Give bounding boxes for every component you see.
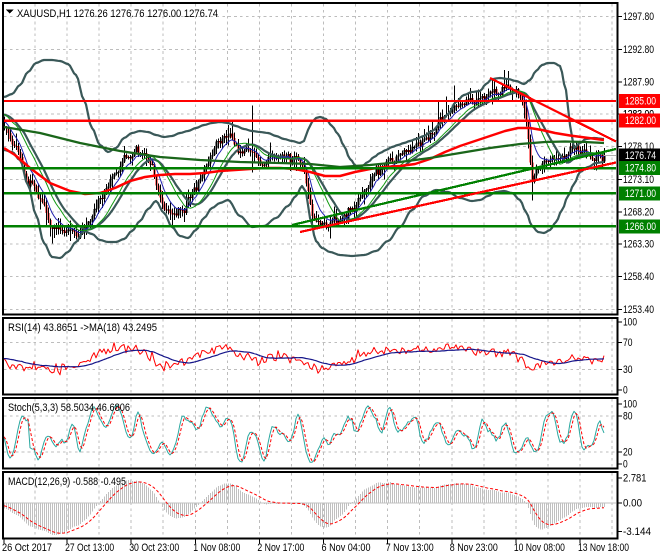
svg-text:1266.00: 1266.00 (625, 221, 656, 233)
svg-text:-3.144: -3.144 (623, 526, 651, 538)
svg-text:1274.80: 1274.80 (625, 163, 656, 175)
svg-text:1 Nov 08:00: 1 Nov 08:00 (193, 542, 240, 554)
svg-text:1271.00: 1271.00 (625, 188, 656, 200)
svg-text:1287.90: 1287.90 (623, 76, 654, 88)
svg-text:26 Oct 2017: 26 Oct 2017 (2, 542, 52, 554)
svg-text:1253.40: 1253.40 (623, 304, 654, 316)
svg-text:MACD(12,26,9) -0.588 -0.495: MACD(12,26,9) -0.588 -0.495 (8, 476, 126, 488)
svg-text:70: 70 (623, 337, 633, 349)
svg-text:1258.40: 1258.40 (623, 271, 654, 283)
svg-text:27 Oct 13:00: 27 Oct 13:00 (65, 542, 114, 554)
svg-text:13 Nov 18:00: 13 Nov 18:00 (578, 542, 629, 554)
svg-text:10 Nov 08:00: 10 Nov 08:00 (514, 542, 565, 554)
svg-text:2 Nov 17:00: 2 Nov 17:00 (257, 542, 304, 554)
svg-text:100: 100 (623, 317, 637, 329)
svg-text:Stoch(5,3,3) 58.5034 46.6806: Stoch(5,3,3) 58.5034 46.6806 (8, 402, 130, 414)
svg-text:1285.00: 1285.00 (625, 95, 656, 107)
svg-text:XAUUSD,H1 1276.26 1276.76 127: XAUUSD,H1 1276.26 1276.76 1276.00 1276.7… (17, 8, 218, 20)
svg-text:1263.30: 1263.30 (623, 239, 654, 251)
svg-text:1297.80: 1297.80 (623, 11, 654, 23)
svg-text:30 Oct 23:00: 30 Oct 23:00 (129, 542, 179, 554)
svg-text:80: 80 (623, 411, 633, 423)
svg-text:1268.20: 1268.20 (623, 206, 654, 218)
svg-text:100: 100 (623, 399, 637, 411)
svg-text:7 Nov 13:00: 7 Nov 13:00 (386, 542, 434, 554)
svg-text:30: 30 (623, 364, 633, 376)
svg-text:1276.74: 1276.74 (625, 150, 656, 162)
svg-text:1273.10: 1273.10 (623, 174, 654, 186)
svg-text:20: 20 (623, 447, 633, 459)
svg-text:8 Nov 23:00: 8 Nov 23:00 (450, 542, 498, 554)
svg-text:0.00: 0.00 (623, 498, 642, 510)
svg-text:1282.00: 1282.00 (625, 115, 656, 127)
svg-text:2.781: 2.781 (623, 473, 647, 485)
svg-text:RSI(14) 43.8651 ->MA(18) 43.2: RSI(14) 43.8651 ->MA(18) 43.2495 (8, 322, 157, 334)
svg-text:0: 0 (623, 385, 628, 397)
svg-text:6 Nov 04:00: 6 Nov 04:00 (322, 542, 371, 554)
svg-text:0: 0 (623, 459, 628, 471)
svg-text:1292.80: 1292.80 (623, 44, 654, 56)
